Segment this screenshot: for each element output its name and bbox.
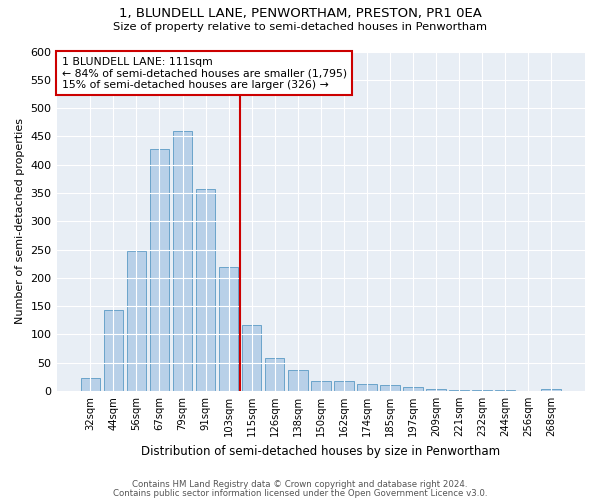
Bar	[80, 378, 100, 391]
Bar	[357, 384, 377, 391]
Bar	[173, 132, 193, 391]
Bar	[403, 387, 423, 391]
Text: Contains public sector information licensed under the Open Government Licence v3: Contains public sector information licen…	[113, 488, 487, 498]
Bar	[496, 390, 515, 391]
Text: 1 BLUNDELL LANE: 111sqm
← 84% of semi-detached houses are smaller (1,795)
15% of: 1 BLUNDELL LANE: 111sqm ← 84% of semi-de…	[62, 56, 347, 90]
Bar	[288, 370, 308, 391]
Y-axis label: Number of semi-detached properties: Number of semi-detached properties	[15, 118, 25, 324]
Text: 1, BLUNDELL LANE, PENWORTHAM, PRESTON, PR1 0EA: 1, BLUNDELL LANE, PENWORTHAM, PRESTON, P…	[119, 8, 481, 20]
X-axis label: Distribution of semi-detached houses by size in Penwortham: Distribution of semi-detached houses by …	[141, 444, 500, 458]
Bar	[104, 310, 123, 391]
Text: Contains HM Land Registry data © Crown copyright and database right 2024.: Contains HM Land Registry data © Crown c…	[132, 480, 468, 489]
Text: Size of property relative to semi-detached houses in Penwortham: Size of property relative to semi-detach…	[113, 22, 487, 32]
Bar	[242, 324, 262, 391]
Bar	[334, 382, 353, 391]
Bar	[426, 388, 446, 391]
Bar	[265, 358, 284, 391]
Bar	[380, 386, 400, 391]
Bar	[311, 380, 331, 391]
Bar	[196, 189, 215, 391]
Bar	[472, 390, 492, 391]
Bar	[541, 388, 561, 391]
Bar	[149, 149, 169, 391]
Bar	[219, 267, 238, 391]
Bar	[127, 251, 146, 391]
Bar	[449, 390, 469, 391]
